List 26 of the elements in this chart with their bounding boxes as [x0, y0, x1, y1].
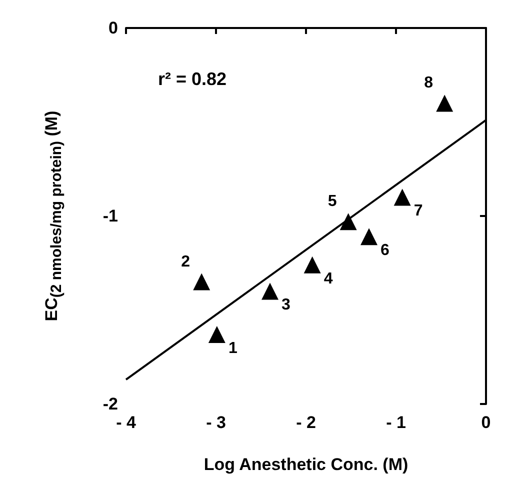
annotation: 8	[424, 74, 434, 92]
y-tick-label: -2	[102, 394, 118, 414]
annotation: 1	[228, 340, 238, 357]
annotation: 7	[414, 202, 423, 220]
annotation: 4	[324, 270, 333, 288]
x-tick-label: - 4	[116, 413, 136, 432]
x-axis-title: Log Anesthetic Conc. (M)	[204, 455, 408, 474]
annotation: 5	[328, 193, 337, 210]
y-tick-label: -1	[102, 206, 118, 226]
point	[193, 273, 210, 290]
point	[360, 228, 378, 246]
y-tick-label: 0	[108, 18, 118, 38]
point	[394, 188, 411, 206]
x-tick-label: 0	[481, 413, 491, 432]
x-tick-label: - 2	[296, 413, 316, 432]
x-tick-label: - 1	[386, 413, 406, 432]
x-tick-label: - 3	[206, 413, 226, 432]
point	[262, 282, 278, 300]
point	[436, 94, 454, 112]
annotation: 2	[181, 253, 190, 270]
annotation: 6	[380, 242, 390, 260]
annotation: r² = 0.82	[158, 69, 227, 89]
point	[208, 326, 226, 343]
point	[304, 256, 321, 274]
y-axis-title: EC(2 nmoles/mg protein) (M)	[42, 110, 65, 322]
annotation: 3	[282, 296, 291, 314]
